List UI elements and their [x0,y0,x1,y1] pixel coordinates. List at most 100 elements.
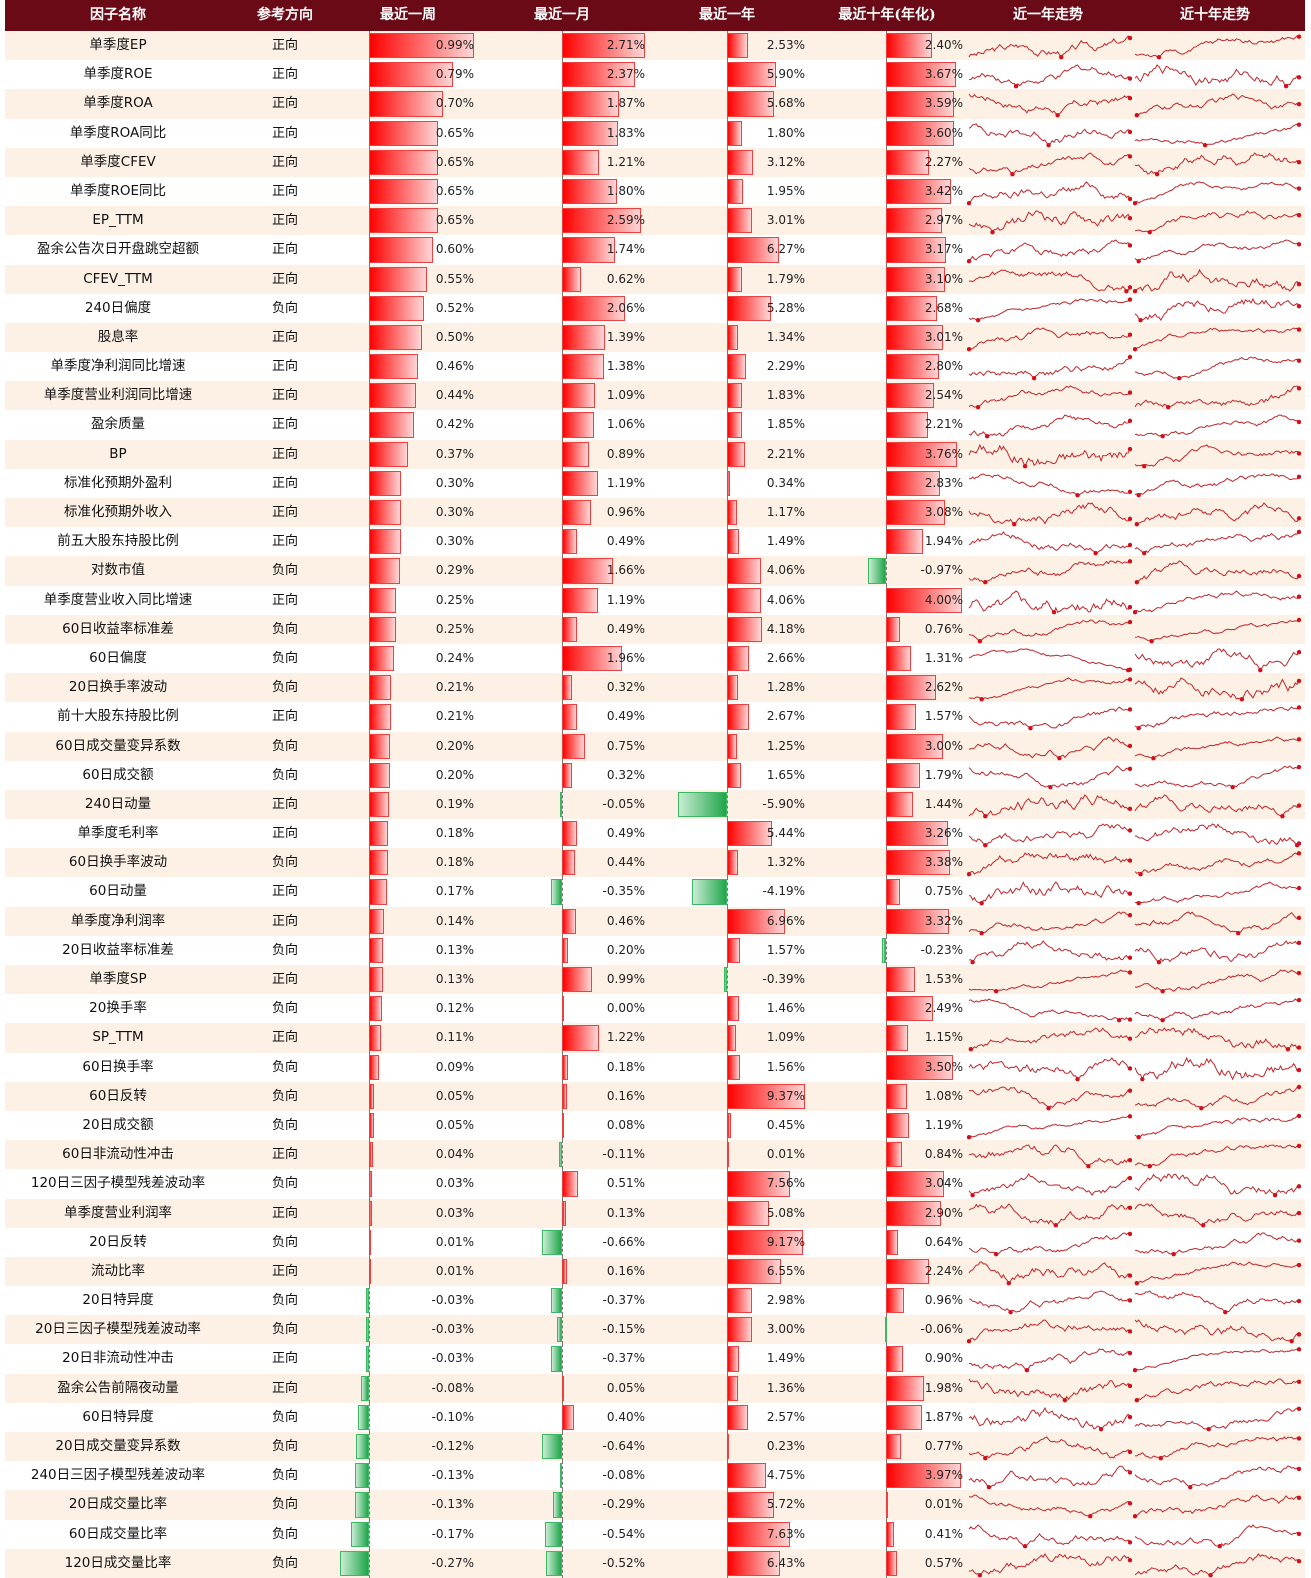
reference-direction: 正向 [271,475,299,491]
ten-year-sparkline [1134,356,1301,381]
week-return-label: 0.01% [435,1263,474,1278]
month-return-bar [562,149,600,175]
sparkline-last-marker [1296,649,1301,655]
sparkline-last-marker [1296,940,1301,945]
sparkline-last-marker [1296,678,1301,684]
year-return-label: 1.46% [766,1001,805,1016]
year-return-label: 1.25% [766,738,805,753]
sparkline-last-marker [1296,1184,1301,1189]
ten-year-sparkline [1134,1232,1301,1257]
sparkline-min-marker [1022,463,1028,469]
year-zero-axis [727,877,728,907]
week-return-bar [356,1434,369,1460]
one-year-sparkline [968,1056,1132,1081]
sparkline-min-marker [1133,1514,1138,1519]
sparkline-last-marker [1127,707,1132,712]
week-return-label: 0.03% [435,1205,474,1220]
sparkline-last-marker [1127,354,1132,360]
sparkline-min-marker [1177,376,1182,381]
ten-year-return-label: 2.54% [924,388,963,403]
one-year-sparkline [968,268,1132,293]
factor-name: 240日三因子模型残差波动率 [30,1467,206,1484]
sparkline-min-marker [983,580,988,585]
one-year-sparkline [968,1436,1132,1461]
sparkline-min-marker [967,872,972,877]
month-return-label: 1.83% [606,125,645,140]
week-return-bar [369,1054,379,1080]
table-row: 60日成交量变异系数 负向 0.20% 0.75% 1.25% 3.00% [5,731,1305,761]
ten-year-return-bar [886,529,923,555]
sparkline-min-marker [1133,609,1138,614]
sparkline-path [968,823,1131,846]
year-return-label: 6.55% [766,1263,805,1278]
reference-direction: 正向 [271,154,299,170]
ten-year-return-bar [886,412,928,438]
one-year-sparkline [968,706,1132,731]
reference-direction: 正向 [271,592,299,608]
sparkline-path [968,619,1131,642]
sparkline-last-marker [1296,998,1301,1003]
sparkline-last-marker [1296,242,1301,247]
week-return-bar [369,675,392,701]
reference-direction: 正向 [271,972,299,988]
sparkline-min-marker [1142,551,1147,556]
sparkline-min-marker [1136,726,1141,731]
sparkline-path [968,531,1131,554]
week-zero-axis [369,1461,370,1491]
month-return-label: 1.21% [606,154,645,169]
table-row: 60日动量 正向 0.17% -0.35% -4.19% 0.75% [5,877,1305,907]
factor-name: 标准化预期外盈利 [64,474,172,491]
month-return-bar [560,791,563,818]
sparkline-path [1134,385,1300,409]
sparkline-path [968,414,1131,438]
factor-name: 20日反转 [89,1233,147,1250]
sparkline-path [968,64,1131,88]
sparkline-min-marker [1165,405,1171,410]
sparkline-min-marker [1116,1018,1122,1023]
week-return-label: 0.20% [435,767,474,782]
sparkline-path [968,356,1131,379]
year-return-bar [727,1054,740,1080]
sparkline-min-marker [986,1485,992,1490]
year-return-bar [727,1346,740,1372]
sparkline-path [968,1319,1131,1342]
sparkline-last-marker [1296,1238,1301,1243]
month-return-label: -0.37% [602,1351,645,1366]
year-return-bar [727,1404,749,1431]
ten-year-sparkline [1134,617,1301,644]
ten-year-return-label: 3.32% [924,913,963,928]
month-return-label: 1.09% [606,388,645,403]
ten-year-return-bar [886,120,955,146]
year-return-label: 4.06% [766,563,805,578]
month-return-bar [562,33,645,59]
month-return-label: 2.59% [606,213,645,228]
year-return-bar [727,1288,752,1314]
year-return-label: 1.83% [766,388,805,403]
sparkline-min-marker [1136,901,1141,906]
year-return-bar [727,1317,752,1343]
week-return-bar [360,1375,369,1401]
week-return-bar [369,616,396,642]
ten-year-return-label: 2.90% [924,1205,963,1220]
sparkline-min-marker [967,200,972,206]
sparkline-min-marker [1012,522,1017,527]
week-zero-axis [369,1432,370,1462]
table-header: 因子名称 参考方向 最近一周 最近一月 最近一年 最近十年(年化) 近一年走势 … [5,0,1305,31]
sparkline-last-marker [1127,892,1132,897]
sparkline-min-marker [1138,317,1143,323]
ten-year-sparkline [1133,589,1301,614]
month-return-bar [562,324,605,351]
month-zero-axis [562,1140,563,1170]
week-zero-axis [369,1373,370,1403]
sparkline-last-marker [1296,122,1301,127]
month-return-label: 1.66% [606,563,645,578]
factor-name: 单季度营业利润同比增速 [43,387,193,404]
sparkline-min-marker [1223,1310,1228,1315]
week-return-label: 0.24% [435,650,474,665]
ten-year-return-label: 1.31% [924,650,963,665]
week-zero-axis [369,1519,370,1549]
sparkline-path [968,502,1131,525]
sparkline-min-marker [979,930,984,936]
sparkline-path [968,677,1131,700]
ten-year-sparkline [1133,1347,1301,1373]
